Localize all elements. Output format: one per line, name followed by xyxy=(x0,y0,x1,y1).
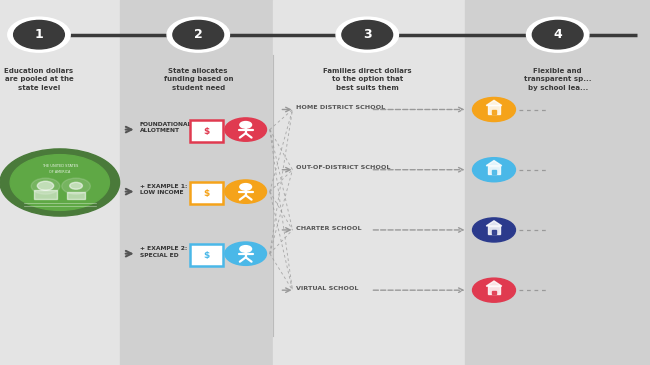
Polygon shape xyxy=(486,281,502,286)
Text: OUT-OF-DISTRICT SCHOOL: OUT-OF-DISTRICT SCHOOL xyxy=(296,165,390,170)
Circle shape xyxy=(336,17,398,52)
Bar xyxy=(273,0,465,365)
Bar xyxy=(492,291,496,294)
Bar xyxy=(488,226,500,234)
Bar xyxy=(488,105,500,114)
Circle shape xyxy=(14,20,64,49)
Circle shape xyxy=(10,155,109,210)
Polygon shape xyxy=(486,100,502,105)
Bar xyxy=(488,286,500,294)
Text: + EXAMPLE 2:
SPECIAL ED: + EXAMPLE 2: SPECIAL ED xyxy=(140,246,187,258)
Text: Families direct dollars
to the option that
best suits them: Families direct dollars to the option th… xyxy=(323,68,411,91)
Circle shape xyxy=(225,118,266,141)
Text: HOME DISTRICT SCHOOL: HOME DISTRICT SCHOOL xyxy=(296,105,385,110)
Bar xyxy=(120,0,273,365)
Circle shape xyxy=(532,20,583,49)
Text: VIRTUAL SCHOOL: VIRTUAL SCHOOL xyxy=(296,286,358,291)
Circle shape xyxy=(167,17,229,52)
Circle shape xyxy=(342,20,393,49)
Text: FOUNDATIONAL
ALLOTMENT: FOUNDATIONAL ALLOTMENT xyxy=(140,122,192,134)
Circle shape xyxy=(8,17,70,52)
FancyBboxPatch shape xyxy=(190,244,223,266)
Circle shape xyxy=(0,149,120,216)
Text: $: $ xyxy=(203,189,210,197)
Text: 1: 1 xyxy=(34,28,44,41)
Text: 4: 4 xyxy=(553,28,562,41)
Circle shape xyxy=(526,17,589,52)
FancyBboxPatch shape xyxy=(190,182,223,204)
Ellipse shape xyxy=(37,181,54,190)
Text: + EXAMPLE 1:
LOW INCOME: + EXAMPLE 1: LOW INCOME xyxy=(140,184,187,196)
Text: Flexible and
transparent sp...
by school lea...: Flexible and transparent sp... by school… xyxy=(524,68,592,91)
Circle shape xyxy=(473,278,515,302)
Ellipse shape xyxy=(70,182,83,189)
Circle shape xyxy=(225,180,266,203)
Bar xyxy=(67,192,85,199)
Polygon shape xyxy=(486,221,502,226)
Text: $: $ xyxy=(203,127,210,135)
Bar xyxy=(492,110,496,114)
Text: 2: 2 xyxy=(194,28,203,41)
Circle shape xyxy=(473,218,515,242)
Circle shape xyxy=(473,158,515,182)
Polygon shape xyxy=(486,161,502,166)
Circle shape xyxy=(240,122,252,128)
Text: 3: 3 xyxy=(363,28,372,41)
Circle shape xyxy=(31,178,60,194)
Text: $: $ xyxy=(203,251,210,260)
Circle shape xyxy=(225,242,266,265)
Text: THE UNITED STATES: THE UNITED STATES xyxy=(42,164,78,168)
Bar xyxy=(34,190,57,199)
Circle shape xyxy=(240,184,252,190)
Bar xyxy=(492,170,496,174)
FancyBboxPatch shape xyxy=(190,120,223,142)
Text: OF AMERICA: OF AMERICA xyxy=(49,170,70,173)
Bar xyxy=(465,0,650,365)
Circle shape xyxy=(240,246,252,252)
Bar xyxy=(0,0,120,365)
Bar xyxy=(492,230,496,234)
Circle shape xyxy=(62,178,90,194)
Text: Education dollars
are pooled at the
state level: Education dollars are pooled at the stat… xyxy=(5,68,73,91)
Bar xyxy=(488,166,500,174)
Text: State allocates
funding based on
student need: State allocates funding based on student… xyxy=(164,68,233,91)
Circle shape xyxy=(473,97,515,122)
Text: CHARTER SCHOOL: CHARTER SCHOOL xyxy=(296,226,361,231)
Circle shape xyxy=(173,20,224,49)
